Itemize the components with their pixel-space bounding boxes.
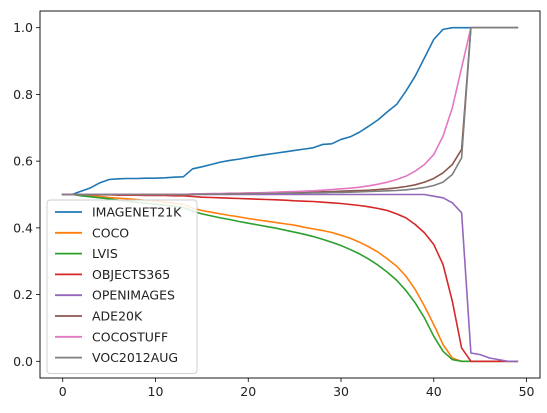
x-tick-label: 20 xyxy=(240,384,256,399)
plot-frame xyxy=(39,10,541,379)
x-tick-label: 0 xyxy=(59,384,67,399)
legend-label: COCO xyxy=(92,225,129,240)
y-tick-label: 0.8 xyxy=(13,87,33,102)
y-tick-label: 1.0 xyxy=(13,20,33,35)
legend-label: OBJECTS365 xyxy=(92,267,170,282)
x-tick-label: 30 xyxy=(333,384,349,399)
x-tick-label: 40 xyxy=(426,384,442,399)
y-tick-label: 0.0 xyxy=(13,354,33,369)
legend: IMAGENET21K COCO LVIS OBJECTS365 OPENIMAGES A… xyxy=(46,199,198,374)
x-axis: 0 10 20 30 40 50 xyxy=(59,378,535,399)
legend-label: VOC2012AUG xyxy=(92,350,178,365)
x-tick-label: 10 xyxy=(148,384,164,399)
y-axis: 0.0 0.2 0.4 0.6 0.8 1.0 xyxy=(13,20,40,369)
legend-box xyxy=(46,199,198,374)
series-line-voc2012aug xyxy=(61,26,519,196)
y-tick-label: 0.2 xyxy=(13,287,33,302)
series-line-imagenet21k xyxy=(61,26,519,196)
legend-label: ADE20K xyxy=(92,309,143,324)
legend-label: LVIS xyxy=(92,246,118,261)
legend-label: IMAGENET21K xyxy=(92,205,182,220)
legend-label: COCOSTUFF xyxy=(92,329,168,344)
y-tick-label: 0.4 xyxy=(13,220,33,235)
x-tick-label: 50 xyxy=(519,384,535,399)
legend-label: OPENIMAGES xyxy=(92,288,175,303)
y-tick-label: 0.6 xyxy=(13,154,33,169)
